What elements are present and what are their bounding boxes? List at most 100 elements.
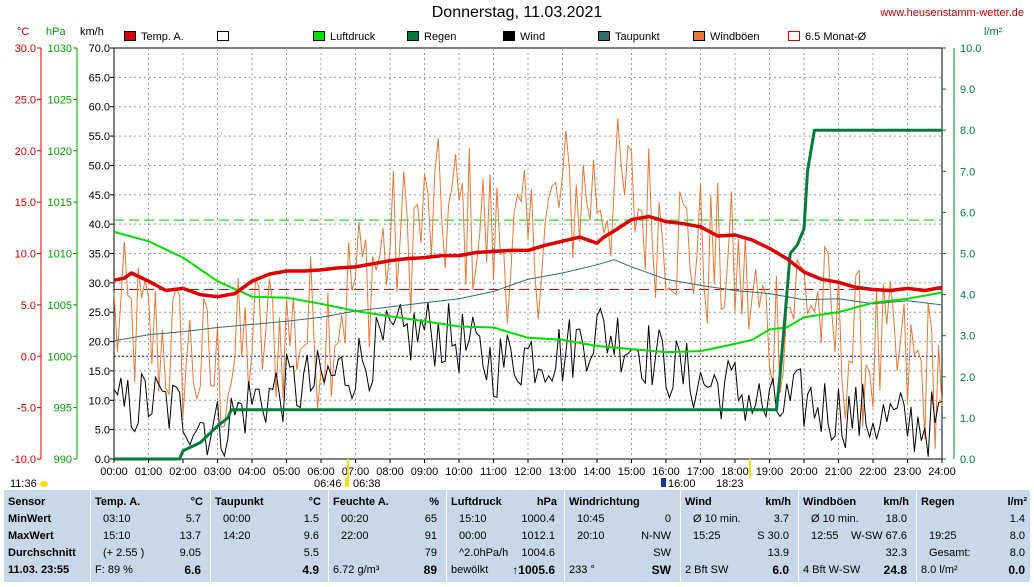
stats-value: 0 xyxy=(664,513,671,525)
legend-item-blank xyxy=(217,31,234,45)
legend-label: Wind xyxy=(520,31,546,43)
legend-swatch xyxy=(693,31,705,41)
stats-time: bewölkt xyxy=(451,564,489,576)
row-label: Durchschnitt xyxy=(8,547,76,559)
x-tick-label: 00:00 xyxy=(100,466,128,478)
legend-swatch xyxy=(598,31,610,41)
speed-tick-label: 25.0 xyxy=(89,307,110,319)
x-tick-label: 17:00 xyxy=(687,466,715,478)
stats-unit: hPa xyxy=(536,496,557,508)
temp-tick-label: 10.0 xyxy=(15,249,36,261)
rain-tick-label: 8.0 xyxy=(960,125,975,137)
stats-value: 5.5 xyxy=(303,547,319,559)
rain-tick-label: 10.0 xyxy=(960,43,981,55)
stats-value: 4.9 xyxy=(302,563,319,577)
series-temp-a xyxy=(113,214,943,299)
stats-value: 1000.4 xyxy=(521,513,555,525)
x-tick-label: 02:00 xyxy=(169,466,197,478)
stats-temp: Temp. A. °C 03:10 5.7 15:10 13.7 (+ 2.55 ) 9.05… xyxy=(90,490,207,582)
stats-time: 15:10 xyxy=(459,513,487,525)
stats-value: ↑1005.6 xyxy=(512,563,555,577)
series-taupunkt xyxy=(113,259,943,342)
speed-tick-label: 65.0 xyxy=(89,72,110,84)
x-tick-label: 19:00 xyxy=(756,466,784,478)
temp-tick-label: -10.0 xyxy=(11,454,36,466)
x-tick-label: 06:00 xyxy=(307,466,335,478)
stats-header: Luftdruck xyxy=(451,496,502,508)
rain-tick-label: 5.0 xyxy=(960,249,975,261)
stats-value: 6.6 xyxy=(184,563,201,577)
speed-tick-label: 20.0 xyxy=(89,337,110,349)
stats-header: Regen xyxy=(921,496,955,508)
stats-value: W-SW 67.6 xyxy=(850,530,907,542)
stats-time: 00:00 xyxy=(223,513,251,525)
speed-tick-label: 45.0 xyxy=(89,190,110,202)
x-tick-label: 07:00 xyxy=(342,466,370,478)
legend-swatch xyxy=(503,31,515,41)
series-regen xyxy=(114,128,942,461)
legend-label: 6.5 Monat-Ø xyxy=(805,31,867,43)
temp-tick-label: -5.0 xyxy=(17,403,36,415)
x-tick-label: 05:00 xyxy=(273,466,301,478)
pressure-tick-label: 1015 xyxy=(48,197,72,209)
sunset-time: 16:00 xyxy=(668,478,696,490)
rain-tick-label: 4.0 xyxy=(960,290,975,302)
rain-unit: l/m² xyxy=(984,26,1003,38)
stats-time: 233 ° xyxy=(569,564,595,576)
stats-unit: °C xyxy=(190,496,203,508)
speed-tick-label: 0.0 xyxy=(95,454,110,466)
stats-value: 1.5 xyxy=(303,513,319,525)
pressure-tick-label: 990 xyxy=(54,454,72,466)
stats-value: 89 xyxy=(423,563,437,577)
stats-wind-direction: Windrichtung 10:45 0 20:10 N-NW SW 233 ° SW xyxy=(564,490,677,582)
stats-time: 00:20 xyxy=(341,513,369,525)
speed-tick-label: 40.0 xyxy=(89,219,110,231)
temp-tick-label: 5.0 xyxy=(21,300,36,312)
legend-item-rain: Regen xyxy=(407,31,456,45)
temp-unit: °C xyxy=(17,26,30,38)
legend-label: Temp. A. xyxy=(141,31,184,43)
pressure-tick-label: 1000 xyxy=(48,351,72,363)
stats-value: 3.7 xyxy=(773,513,789,525)
sunrise-time: 06:46 xyxy=(314,478,342,490)
stats-value: 13.9 xyxy=(767,547,789,559)
pressure-tick-label: 1025 xyxy=(48,94,72,106)
stats-value: SW xyxy=(651,563,671,577)
stats-gusts: Windböen km/h Ø 10 min. 18.0 12:55 W-SW 67.6 3… xyxy=(798,490,913,582)
legend-label: Taupunkt xyxy=(615,31,660,43)
chart-title: Donnerstag, 11.03.2021 xyxy=(431,4,603,21)
sunrise-time-2: 06:38 xyxy=(353,478,381,490)
speed-tick-label: 60.0 xyxy=(89,102,110,114)
rain-tick-label: 9.0 xyxy=(960,84,975,96)
speed-tick-label: 15.0 xyxy=(89,366,110,378)
legend-swatch xyxy=(788,31,800,41)
stats-value: 91 xyxy=(424,530,437,542)
stats-time: 20:10 xyxy=(577,530,605,542)
stats-value: 0.0 xyxy=(1008,563,1025,577)
temp-tick-label: 25.0 xyxy=(15,94,36,106)
legend-swatch xyxy=(217,31,229,41)
legend-label: Windböen xyxy=(710,31,760,43)
stats-value: 18.0 xyxy=(885,513,907,525)
stats-value: 24.8 xyxy=(883,563,907,577)
series-wind xyxy=(113,302,943,458)
pressure-tick-label: 1030 xyxy=(48,43,72,55)
legend-swatch xyxy=(124,31,136,41)
site-url[interactable]: www.heusenstamm-wetter.de xyxy=(880,7,1024,19)
legend-label: Luftdruck xyxy=(330,31,376,43)
x-tick-label: 15:00 xyxy=(618,466,646,478)
stats-unit: km/h xyxy=(765,496,791,508)
stats-time: 00:00 xyxy=(459,530,487,542)
speed-tick-label: 55.0 xyxy=(89,131,110,143)
sunset-icon xyxy=(661,478,666,487)
stats-time: 8.0 l/m² xyxy=(921,564,958,576)
rain-tick-label: 3.0 xyxy=(960,331,975,343)
rain-tick-label: 2.0 xyxy=(960,372,975,384)
stats-time: 15:25 xyxy=(693,530,721,542)
stats-time: 10:45 xyxy=(577,513,605,525)
stats-time: 03:10 xyxy=(103,513,131,525)
stats-time: 14:20 xyxy=(223,530,251,542)
stats-time: 12:55 xyxy=(811,530,839,542)
stats-value: SW xyxy=(653,547,671,559)
rain-tick-label: 7.0 xyxy=(960,166,975,178)
